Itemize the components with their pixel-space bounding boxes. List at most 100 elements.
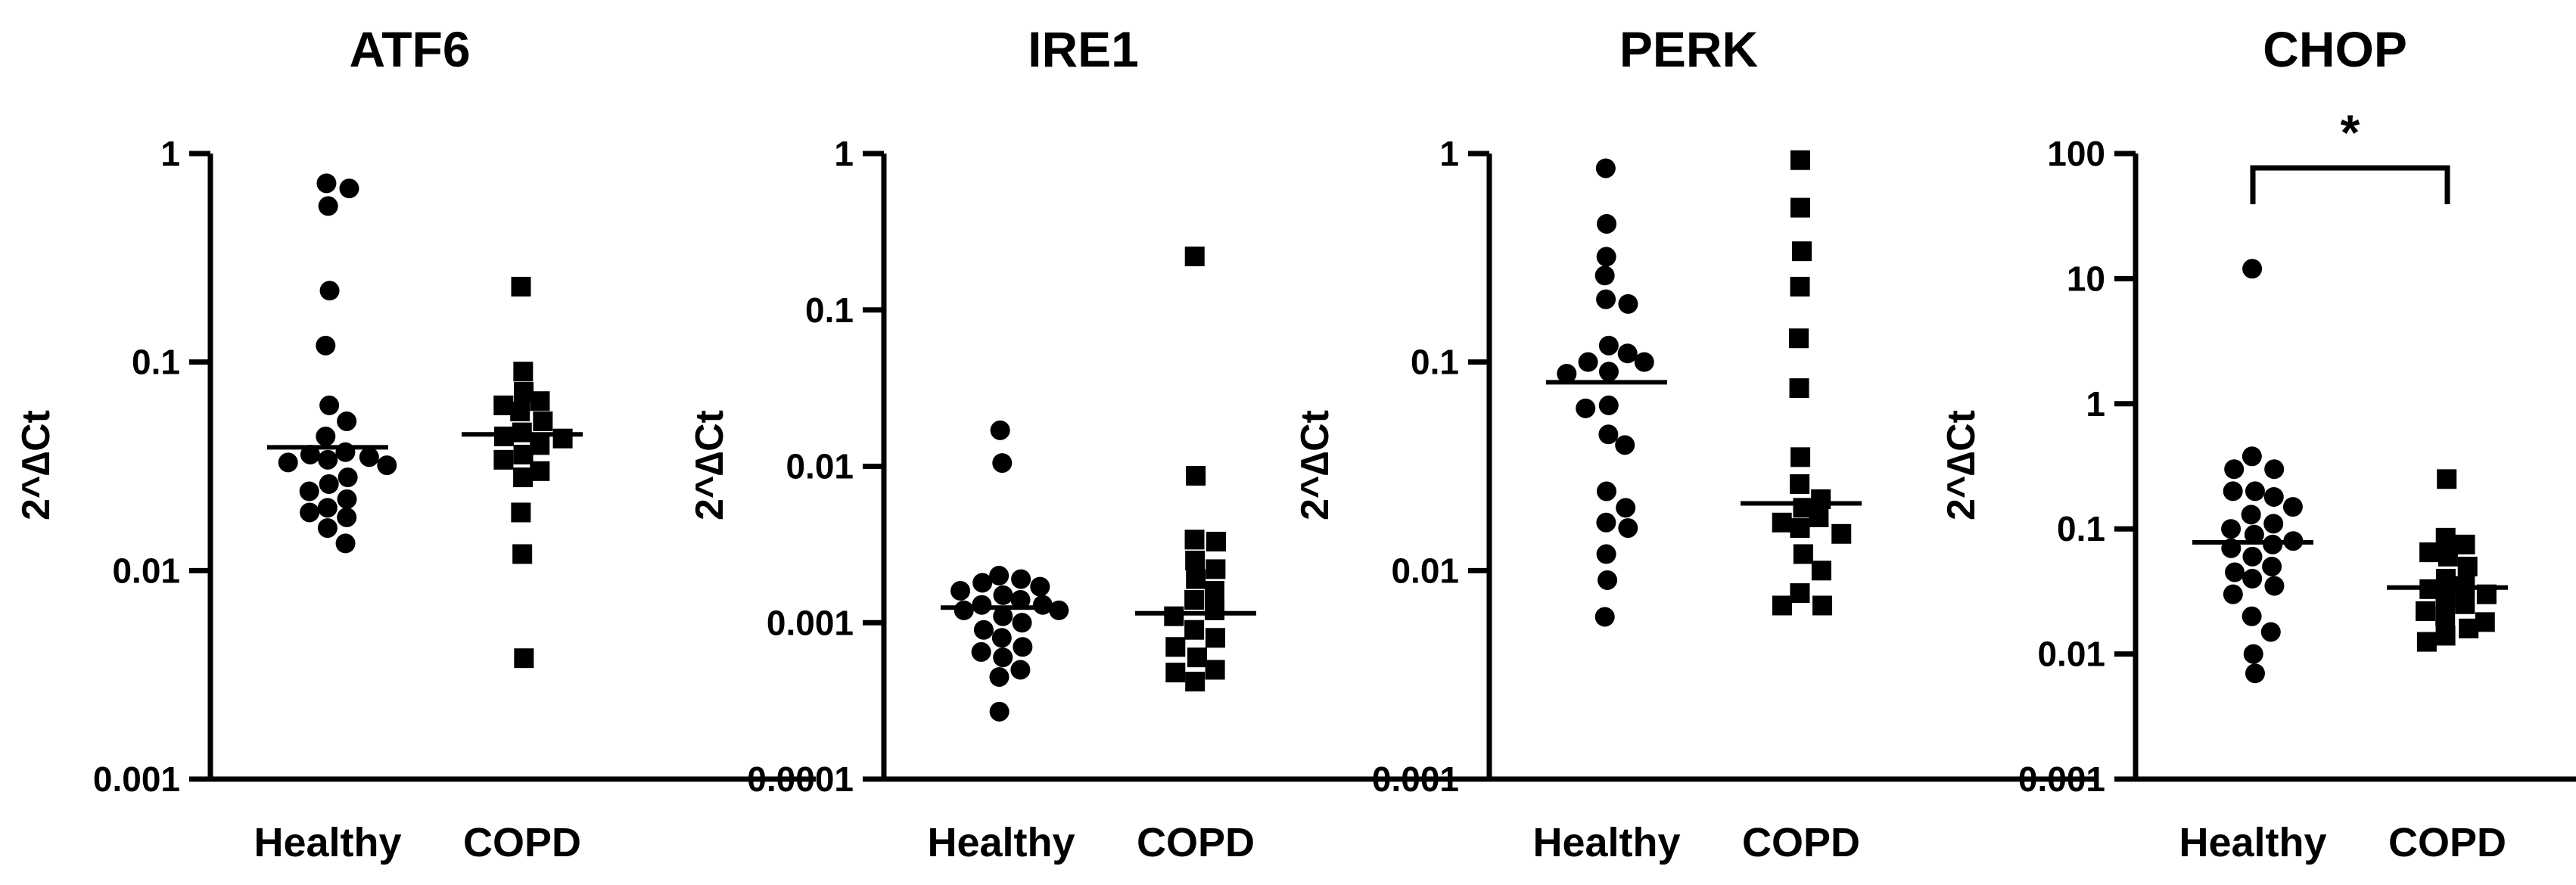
- data-point-copd: [2457, 556, 2478, 576]
- data-point-healthy: [973, 620, 994, 640]
- y-tick-label: 0.001: [767, 603, 854, 642]
- data-point-healthy: [1596, 289, 1616, 309]
- data-point-healthy: [2242, 546, 2263, 567]
- data-point-copd: [1184, 246, 1205, 266]
- y-tick-label: 0.1: [1411, 343, 1459, 382]
- data-point-healthy: [337, 507, 357, 527]
- chart-panel-atf6: ATF6 2^∆Ct 1 0.1 0.01 0.001 Healthy COPD: [14, 21, 816, 865]
- data-point-healthy: [338, 467, 358, 488]
- data-point-healthy: [1594, 266, 1615, 286]
- data-point-healthy: [2262, 556, 2282, 576]
- data-point-copd: [493, 395, 514, 415]
- y-tick-label: 0.001: [93, 759, 180, 799]
- data-point-healthy: [318, 196, 338, 216]
- data-point-copd: [1184, 590, 1205, 610]
- data-point-healthy: [1013, 637, 1033, 657]
- data-point-copd: [493, 449, 514, 470]
- data-point-copd: [510, 401, 530, 421]
- data-point-healthy: [319, 474, 339, 494]
- data-point-healthy: [317, 498, 338, 518]
- y-tick-label: 100: [2047, 134, 2105, 173]
- data-point-healthy: [2242, 446, 2262, 467]
- data-point-copd: [1165, 663, 1186, 683]
- data-point-healthy: [971, 641, 991, 662]
- data-point-copd: [1809, 507, 1829, 527]
- data-point-copd: [1185, 550, 1206, 570]
- data-point-copd: [513, 362, 534, 382]
- y-tick-label: 0.1: [805, 290, 854, 330]
- data-point-healthy: [2264, 576, 2285, 596]
- chart-panel-chop: CHOP 2^∆Ct 100 10 1 0.1 0.01 0.001 Healthy COPD *: [1940, 21, 2576, 865]
- y-axis-label: 2^∆Ct: [14, 410, 58, 520]
- x-tick-label-copd: COPD: [463, 820, 581, 865]
- data-point-healthy: [1011, 569, 1031, 589]
- data-point-healthy: [989, 566, 1010, 586]
- data-point-healthy: [2241, 505, 2261, 525]
- data-point-healthy: [1598, 335, 1619, 356]
- data-point-healthy: [2242, 259, 2263, 279]
- chart-title: ATF6: [349, 21, 470, 77]
- y-axis-label: 2^∆Ct: [1940, 410, 1983, 520]
- data-point-healthy: [1616, 498, 1636, 518]
- data-point-healthy: [359, 447, 379, 467]
- data-point-copd: [1186, 466, 1206, 486]
- data-point-copd: [1790, 276, 1810, 297]
- data-point-copd: [1772, 595, 1792, 616]
- data-point-copd: [511, 502, 531, 523]
- chart-title: PERK: [1619, 21, 1759, 77]
- y-tick-label: 0.01: [112, 551, 180, 590]
- data-point-healthy: [1030, 576, 1050, 597]
- data-point-healthy: [2223, 584, 2243, 604]
- data-point-copd: [1187, 647, 1207, 668]
- chart-panel-perk: PERK 2^∆Ct 1 0.1 0.01 0.001 Healthy COPD: [1293, 21, 2095, 865]
- data-point-healthy: [319, 281, 340, 301]
- data-point-copd: [1205, 628, 1225, 648]
- data-point-healthy: [337, 489, 357, 509]
- y-tick-label: 0.01: [786, 447, 854, 486]
- data-point-healthy: [1010, 660, 1031, 680]
- data-point-copd: [1165, 637, 1186, 657]
- data-point-copd: [2435, 626, 2456, 646]
- chart-panel-ire1: IRE1 2^∆Ct 1 0.1 0.01 0.001 0.0001 Healthy COPD: [688, 21, 1489, 865]
- x-tick-label-healthy: Healthy: [2179, 820, 2326, 865]
- data-point-healthy: [989, 701, 1010, 722]
- data-point-copd: [512, 544, 533, 564]
- data-point-copd: [1790, 150, 1810, 170]
- data-point-copd: [1185, 672, 1206, 692]
- data-point-copd: [1831, 523, 1852, 544]
- data-point-copd: [1205, 600, 1225, 620]
- data-point-copd: [1204, 581, 1224, 601]
- data-point-healthy: [972, 573, 993, 593]
- x-tick-label-copd: COPD: [2388, 820, 2506, 865]
- data-point-healthy: [1618, 518, 1638, 539]
- data-point-healthy: [318, 449, 338, 470]
- data-point-healthy: [1010, 590, 1031, 610]
- data-point-healthy: [1596, 247, 1616, 267]
- data-point-copd: [511, 276, 531, 297]
- data-point-copd: [530, 461, 550, 481]
- data-point-healthy: [2282, 497, 2303, 517]
- data-point-healthy: [2244, 524, 2264, 545]
- data-point-copd: [1206, 532, 1226, 552]
- data-point-copd: [513, 467, 534, 488]
- data-point-copd: [1789, 328, 1809, 349]
- data-point-copd: [1811, 489, 1831, 509]
- data-point-healthy: [377, 455, 397, 476]
- data-point-healthy: [1598, 395, 1619, 415]
- data-point-healthy: [972, 595, 992, 615]
- data-point-healthy: [2245, 663, 2265, 684]
- y-axis-label: 2^∆Ct: [1293, 410, 1337, 520]
- y-tick-label: 1: [834, 134, 854, 173]
- chart-title: CHOP: [2263, 21, 2407, 77]
- data-point-copd: [513, 444, 534, 464]
- y-tick-label: 0.1: [2057, 509, 2105, 548]
- data-point-copd: [1772, 512, 1792, 533]
- data-point-healthy: [993, 647, 1013, 668]
- data-point-healthy: [278, 452, 298, 473]
- data-point-copd: [533, 411, 553, 431]
- data-point-healthy: [992, 453, 1013, 474]
- data-point-healthy: [1598, 570, 1618, 590]
- y-tick-label: 1: [1439, 134, 1459, 173]
- data-point-healthy: [993, 606, 1013, 626]
